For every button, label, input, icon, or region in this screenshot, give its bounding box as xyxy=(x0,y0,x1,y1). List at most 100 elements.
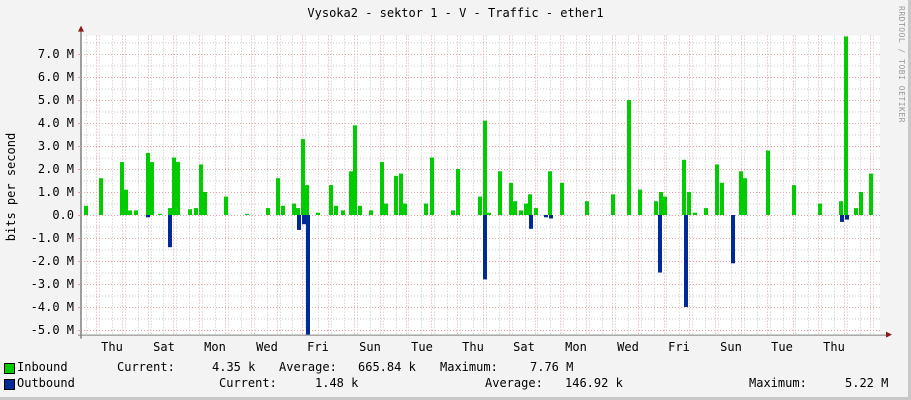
inbound-bar xyxy=(451,210,455,215)
inbound-maximum-value: 7.76 M xyxy=(530,360,574,374)
y-axis-arrow-icon xyxy=(78,25,84,32)
inbound-bar xyxy=(869,173,873,215)
inbound-bar xyxy=(329,185,333,215)
outbound-bar xyxy=(549,215,553,219)
inbound-bar xyxy=(384,203,388,215)
outbound-swatch xyxy=(4,379,15,390)
inbound-bar xyxy=(341,210,345,215)
x-tick-label: Mon xyxy=(565,340,587,354)
y-tick-label: 1.0 M xyxy=(38,185,74,199)
inbound-bar xyxy=(720,182,724,215)
y-tick-label: -2.0 M xyxy=(31,254,74,268)
x-tick-label: Sun xyxy=(359,340,381,354)
inbound-bar xyxy=(134,210,138,215)
outbound-bar xyxy=(483,215,487,280)
inbound-bar xyxy=(687,192,691,215)
inbound-bar xyxy=(194,208,198,215)
inbound-bar xyxy=(839,201,843,215)
y-tick-label: 4.0 M xyxy=(38,116,74,130)
inbound-bar xyxy=(638,189,642,215)
inbound-bar xyxy=(128,210,132,215)
x-tick-label: Thu xyxy=(101,340,123,354)
inbound-bar xyxy=(292,203,296,215)
outbound-maximum-label: Maximum: xyxy=(749,376,807,390)
outbound-bar xyxy=(297,215,301,230)
y-tick-label: -5.0 M xyxy=(31,323,74,337)
inbound-bar xyxy=(124,189,128,215)
x-tick-label: Wed xyxy=(256,340,278,354)
inbound-bar xyxy=(176,162,180,215)
inbound-bar xyxy=(199,164,203,215)
x-tick-label: Mon xyxy=(204,340,226,354)
inbound-bar xyxy=(792,185,796,215)
inbound-bar xyxy=(146,152,150,215)
inbound-bar xyxy=(585,201,589,215)
inbound-bar xyxy=(358,205,362,215)
inbound-bar xyxy=(611,194,615,215)
inbound-bar xyxy=(739,171,743,215)
inbound-bar xyxy=(659,192,663,215)
inbound-current-label: Current: xyxy=(117,360,175,374)
inbound-average-label: Average: xyxy=(279,360,337,374)
inbound-bar xyxy=(296,208,300,215)
inbound-bar xyxy=(334,205,338,215)
outbound-current-value: 1.48 k xyxy=(315,376,359,390)
outbound-bar xyxy=(302,215,306,225)
inbound-bar xyxy=(654,201,658,215)
inbound-bar xyxy=(534,208,538,215)
inbound-bar xyxy=(627,100,631,215)
x-tick-label: Tue xyxy=(411,340,433,354)
x-tick-label: Thu xyxy=(823,340,845,354)
inbound-bar xyxy=(369,210,373,215)
y-tick-label: 7.0 M xyxy=(38,47,74,61)
inbound-bar xyxy=(316,212,320,215)
inbound-bar xyxy=(487,212,491,215)
outbound-bar xyxy=(544,215,548,218)
x-tick-label: Fri xyxy=(307,340,329,354)
outbound-bar xyxy=(845,215,849,220)
outbound-average-value: 146.92 k xyxy=(565,376,623,390)
inbound-bar xyxy=(150,162,154,215)
inbound-bar xyxy=(513,201,517,215)
inbound-bar xyxy=(528,194,532,215)
outbound-bar xyxy=(168,215,172,248)
inbound-bar xyxy=(399,173,403,215)
inbound-bar xyxy=(693,212,697,215)
y-tick-label: 3.0 M xyxy=(38,139,74,153)
outbound-current-label: Current: xyxy=(219,376,277,390)
inbound-bar xyxy=(704,208,708,215)
outbound-bar xyxy=(529,215,533,229)
x-tick-label: Thu xyxy=(462,340,484,354)
inbound-bar xyxy=(380,162,384,215)
inbound-bar xyxy=(305,185,309,215)
inbound-bar xyxy=(203,192,207,215)
chart-title: Vysoka2 - sektor 1 - V - Traffic - ether… xyxy=(307,6,604,20)
inbound-bar xyxy=(509,182,513,215)
outbound-bar xyxy=(658,215,662,273)
y-tick-label: -4.0 M xyxy=(31,300,74,314)
x-tick-label: Wed xyxy=(617,340,639,354)
inbound-bar xyxy=(682,159,686,215)
inbound-bar xyxy=(224,196,228,215)
outbound-average-label: Average: xyxy=(485,376,543,390)
x-tick-label: Sat xyxy=(153,340,175,354)
inbound-bar xyxy=(394,175,398,215)
inbound-swatch xyxy=(4,363,15,374)
inbound-bar xyxy=(844,36,848,215)
inbound-bar xyxy=(519,210,523,215)
inbound-bar xyxy=(188,209,192,215)
y-tick-label: 0.0 xyxy=(52,208,74,222)
y-tick-label: 2.0 M xyxy=(38,162,74,176)
x-tick-label: Tue xyxy=(771,340,793,354)
x-tick-label: Fri xyxy=(668,340,690,354)
inbound-bar xyxy=(663,196,667,215)
inbound-bar xyxy=(859,192,863,215)
y-tick-label: -1.0 M xyxy=(31,231,74,245)
inbound-bar xyxy=(478,196,482,215)
inbound-bar xyxy=(498,171,502,215)
inbound-bar xyxy=(281,205,285,215)
inbound-bar xyxy=(456,169,460,215)
frame-right xyxy=(908,0,911,400)
inbound-bar xyxy=(266,208,270,215)
